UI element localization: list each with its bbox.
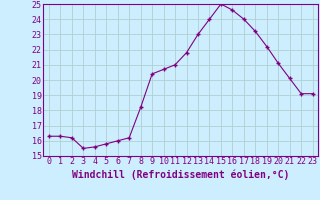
X-axis label: Windchill (Refroidissement éolien,°C): Windchill (Refroidissement éolien,°C) xyxy=(72,169,290,180)
